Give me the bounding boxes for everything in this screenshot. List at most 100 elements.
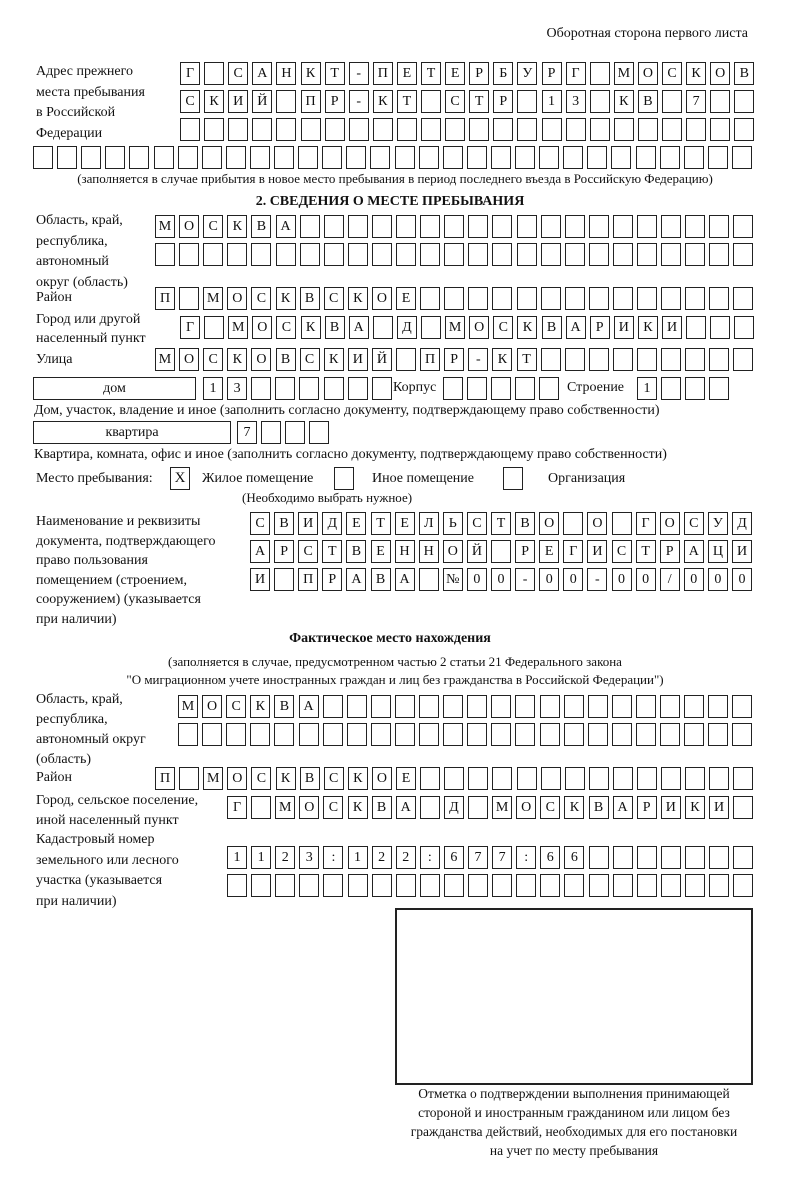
char-cell[interactable]: К [686, 62, 707, 85]
apartment-type-field[interactable]: квартира [33, 421, 231, 444]
char-cell[interactable]: 7 [468, 846, 488, 869]
char-cell[interactable]: Г [635, 512, 656, 535]
char-cell[interactable] [637, 243, 657, 266]
char-cell[interactable]: Н [394, 540, 415, 563]
char-cell[interactable]: М [492, 796, 513, 819]
char-cell[interactable] [371, 377, 392, 400]
char-cell[interactable]: 7 [492, 846, 513, 869]
char-cell[interactable] [516, 287, 537, 310]
char-cell[interactable]: С [323, 796, 344, 819]
char-cell[interactable] [420, 287, 441, 310]
char-cell[interactable] [731, 146, 752, 169]
char-cell[interactable]: К [227, 348, 248, 371]
char-cell[interactable]: О [442, 540, 463, 563]
char-cell[interactable]: 0 [491, 568, 511, 591]
char-cell[interactable]: С [299, 348, 320, 371]
char-cell[interactable] [155, 243, 175, 266]
char-cell[interactable] [612, 874, 633, 897]
char-cell[interactable] [734, 316, 755, 339]
char-cell[interactable]: И [587, 540, 608, 563]
char-cell[interactable] [274, 568, 295, 591]
char-cell[interactable] [153, 146, 174, 169]
char-cell[interactable]: В [274, 512, 295, 535]
char-cell[interactable] [637, 767, 657, 790]
char-cell[interactable] [733, 767, 754, 790]
char-cell[interactable]: Р [444, 348, 465, 371]
char-cell[interactable]: М [178, 695, 198, 718]
char-cell[interactable] [709, 287, 730, 310]
char-cell[interactable]: В [637, 90, 658, 113]
char-cell[interactable] [227, 874, 247, 897]
char-cell[interactable] [662, 90, 682, 113]
char-cell[interactable]: Н [418, 540, 439, 563]
char-cell[interactable] [225, 146, 246, 169]
char-cell[interactable] [274, 723, 295, 746]
char-cell[interactable] [710, 90, 731, 113]
char-cell[interactable] [180, 118, 200, 141]
char-cell[interactable] [299, 215, 320, 238]
char-cell[interactable]: С [298, 540, 319, 563]
char-cell[interactable]: В [515, 512, 536, 535]
char-cell[interactable]: Д [396, 316, 417, 339]
char-cell[interactable] [299, 377, 320, 400]
char-cell[interactable]: В [324, 316, 345, 339]
char-cell[interactable] [468, 287, 489, 310]
char-cell[interactable] [709, 215, 730, 238]
char-cell[interactable] [421, 316, 441, 339]
char-cell[interactable] [517, 118, 538, 141]
char-cell[interactable]: О [252, 316, 273, 339]
char-cell[interactable] [540, 874, 561, 897]
char-cell[interactable] [250, 723, 271, 746]
char-cell[interactable] [613, 118, 634, 141]
char-cell[interactable] [347, 243, 368, 266]
char-cell[interactable]: К [300, 62, 321, 85]
char-cell[interactable] [709, 846, 729, 869]
char-cell[interactable] [611, 512, 632, 535]
char-cell[interactable]: А [298, 695, 319, 718]
char-cell[interactable] [515, 723, 536, 746]
char-cell[interactable]: И [660, 796, 681, 819]
char-cell[interactable]: Р [541, 62, 562, 85]
char-cell[interactable] [274, 146, 294, 169]
char-cell[interactable]: Й [371, 348, 392, 371]
char-cell[interactable]: В [275, 348, 296, 371]
char-cell[interactable]: 6 [564, 846, 585, 869]
char-cell[interactable] [588, 767, 609, 790]
char-cell[interactable] [492, 767, 513, 790]
char-cell[interactable]: К [613, 90, 634, 113]
char-cell[interactable]: 1 [347, 846, 368, 869]
char-cell[interactable]: О [587, 512, 608, 535]
char-cell[interactable]: С [493, 316, 514, 339]
char-cell[interactable]: И [250, 568, 270, 591]
char-cell[interactable]: П [420, 348, 441, 371]
char-cell[interactable] [204, 316, 225, 339]
char-cell[interactable] [177, 146, 198, 169]
char-cell[interactable] [418, 146, 439, 169]
char-cell[interactable] [371, 874, 392, 897]
char-cell[interactable]: С [203, 348, 224, 371]
char-cell[interactable] [324, 118, 345, 141]
char-cell[interactable] [661, 348, 682, 371]
char-cell[interactable]: 0 [732, 568, 752, 591]
char-cell[interactable] [515, 377, 536, 400]
char-cell[interactable]: М [155, 215, 175, 238]
char-cell[interactable]: С [445, 90, 466, 113]
char-cell[interactable]: Е [396, 287, 416, 310]
char-cell[interactable]: М [203, 767, 224, 790]
char-cell[interactable]: Т [396, 90, 417, 113]
char-cell[interactable] [204, 118, 225, 141]
char-cell[interactable] [419, 695, 439, 718]
char-cell[interactable] [516, 874, 537, 897]
char-cell[interactable]: Р [322, 568, 343, 591]
char-cell[interactable] [309, 421, 330, 444]
char-cell[interactable]: Н [276, 62, 297, 85]
char-cell[interactable] [661, 287, 682, 310]
char-cell[interactable] [539, 723, 560, 746]
char-cell[interactable]: № [442, 568, 463, 591]
char-cell[interactable] [394, 146, 415, 169]
char-cell[interactable]: К [372, 90, 393, 113]
char-cell[interactable] [469, 118, 490, 141]
char-cell[interactable]: В [370, 568, 391, 591]
char-cell[interactable] [419, 723, 439, 746]
char-cell[interactable]: К [637, 316, 658, 339]
